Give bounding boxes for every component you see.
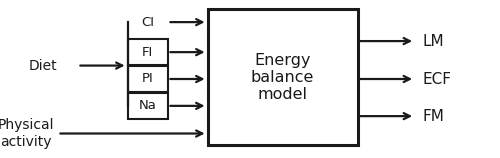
Text: Diet: Diet — [28, 59, 57, 73]
Text: FM: FM — [422, 109, 444, 124]
Text: Physical
activity: Physical activity — [0, 118, 54, 149]
Bar — [128, 93, 168, 119]
Bar — [208, 9, 358, 145]
Text: FI: FI — [142, 46, 153, 59]
Bar — [128, 39, 168, 65]
Text: ECF: ECF — [422, 72, 452, 86]
Text: CI: CI — [141, 16, 154, 29]
Text: PI: PI — [142, 73, 154, 85]
Bar — [128, 66, 168, 92]
Text: LM: LM — [422, 34, 444, 49]
Text: Na: Na — [138, 99, 156, 112]
Text: Energy
balance
model: Energy balance model — [251, 52, 314, 102]
